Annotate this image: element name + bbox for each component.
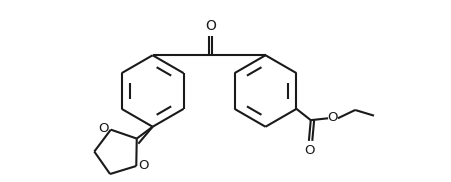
Text: O: O	[304, 144, 314, 157]
Text: O: O	[98, 122, 108, 135]
Text: O: O	[205, 19, 216, 33]
Text: O: O	[138, 159, 149, 172]
Text: O: O	[327, 111, 337, 124]
